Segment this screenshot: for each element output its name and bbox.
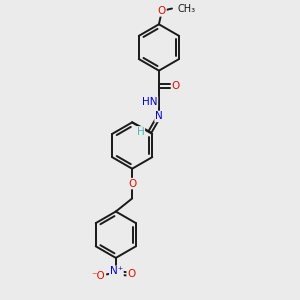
Text: N: N <box>112 268 120 278</box>
Text: HN: HN <box>142 97 158 106</box>
Text: H: H <box>136 127 144 137</box>
Text: ⁻O: ⁻O <box>92 271 106 281</box>
Text: CH₃: CH₃ <box>177 4 196 14</box>
Text: O: O <box>171 81 180 91</box>
Text: O: O <box>127 269 135 279</box>
Text: O: O <box>158 6 166 16</box>
Text: N: N <box>155 111 163 122</box>
Text: N⁺: N⁺ <box>110 266 123 276</box>
Text: O: O <box>128 178 136 189</box>
